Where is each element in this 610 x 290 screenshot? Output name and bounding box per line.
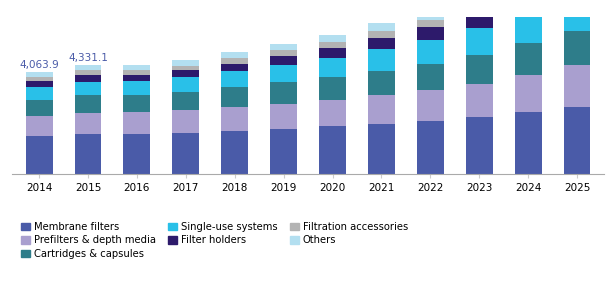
Bar	[123, 65, 150, 70]
Bar	[26, 136, 52, 174]
Bar	[319, 100, 346, 126]
Bar	[466, 5, 493, 13]
Bar	[221, 64, 248, 71]
Bar	[417, 64, 443, 90]
Bar	[123, 81, 150, 95]
Bar	[123, 95, 150, 113]
Bar	[173, 92, 199, 110]
Bar	[466, 13, 493, 28]
Bar	[173, 77, 199, 92]
Bar	[173, 66, 199, 70]
Bar	[26, 72, 52, 77]
Bar	[123, 134, 150, 174]
Bar	[466, 0, 493, 5]
Bar	[319, 48, 346, 58]
Bar	[74, 95, 101, 113]
Bar	[74, 134, 101, 174]
Bar	[173, 60, 199, 66]
Bar	[270, 129, 297, 174]
Bar	[26, 116, 52, 136]
Bar	[515, 112, 542, 174]
Bar	[221, 131, 248, 174]
Bar	[417, 27, 443, 40]
Bar	[564, 65, 590, 106]
Bar	[466, 117, 493, 174]
Bar	[466, 55, 493, 84]
Bar	[270, 82, 297, 104]
Bar	[466, 84, 493, 117]
Bar	[417, 11, 443, 19]
Bar	[515, 75, 542, 112]
Bar	[515, 43, 542, 75]
Bar	[368, 95, 395, 124]
Bar	[319, 77, 346, 100]
Bar	[466, 28, 493, 55]
Bar	[173, 133, 199, 174]
Bar	[74, 70, 101, 75]
Bar	[221, 52, 248, 58]
Bar	[26, 81, 52, 87]
Bar	[368, 31, 395, 38]
Bar	[417, 40, 443, 64]
Bar	[123, 70, 150, 75]
Bar	[74, 113, 101, 134]
Bar	[74, 65, 101, 70]
Bar	[319, 35, 346, 41]
Text: 4,331.1: 4,331.1	[68, 53, 108, 63]
Bar	[270, 104, 297, 129]
Bar	[564, 31, 590, 65]
Legend: Membrane filters, Prefilters & depth media, Cartridges & capsules, Single-use sy: Membrane filters, Prefilters & depth med…	[17, 218, 412, 263]
Bar	[123, 75, 150, 81]
Bar	[221, 107, 248, 131]
Bar	[368, 71, 395, 95]
Bar	[270, 44, 297, 50]
Bar	[221, 87, 248, 107]
Bar	[123, 113, 150, 134]
Bar	[515, 11, 542, 43]
Bar	[173, 70, 199, 77]
Bar	[26, 100, 52, 116]
Bar	[319, 126, 346, 174]
Bar	[26, 77, 52, 81]
Bar	[368, 23, 395, 31]
Bar	[564, 106, 590, 174]
Bar	[270, 65, 297, 82]
Bar	[564, 0, 590, 31]
Bar	[368, 124, 395, 174]
Bar	[74, 75, 101, 82]
Bar	[270, 50, 297, 56]
Bar	[368, 49, 395, 71]
Bar	[74, 82, 101, 95]
Bar	[319, 58, 346, 77]
Bar	[515, 0, 542, 11]
Bar	[368, 38, 395, 49]
Bar	[417, 19, 443, 27]
Bar	[417, 90, 443, 121]
Text: 4,063.9: 4,063.9	[20, 60, 59, 70]
Bar	[26, 87, 52, 100]
Bar	[221, 71, 248, 87]
Bar	[173, 110, 199, 133]
Bar	[417, 121, 443, 174]
Bar	[319, 41, 346, 48]
Bar	[221, 58, 248, 64]
Bar	[270, 56, 297, 65]
